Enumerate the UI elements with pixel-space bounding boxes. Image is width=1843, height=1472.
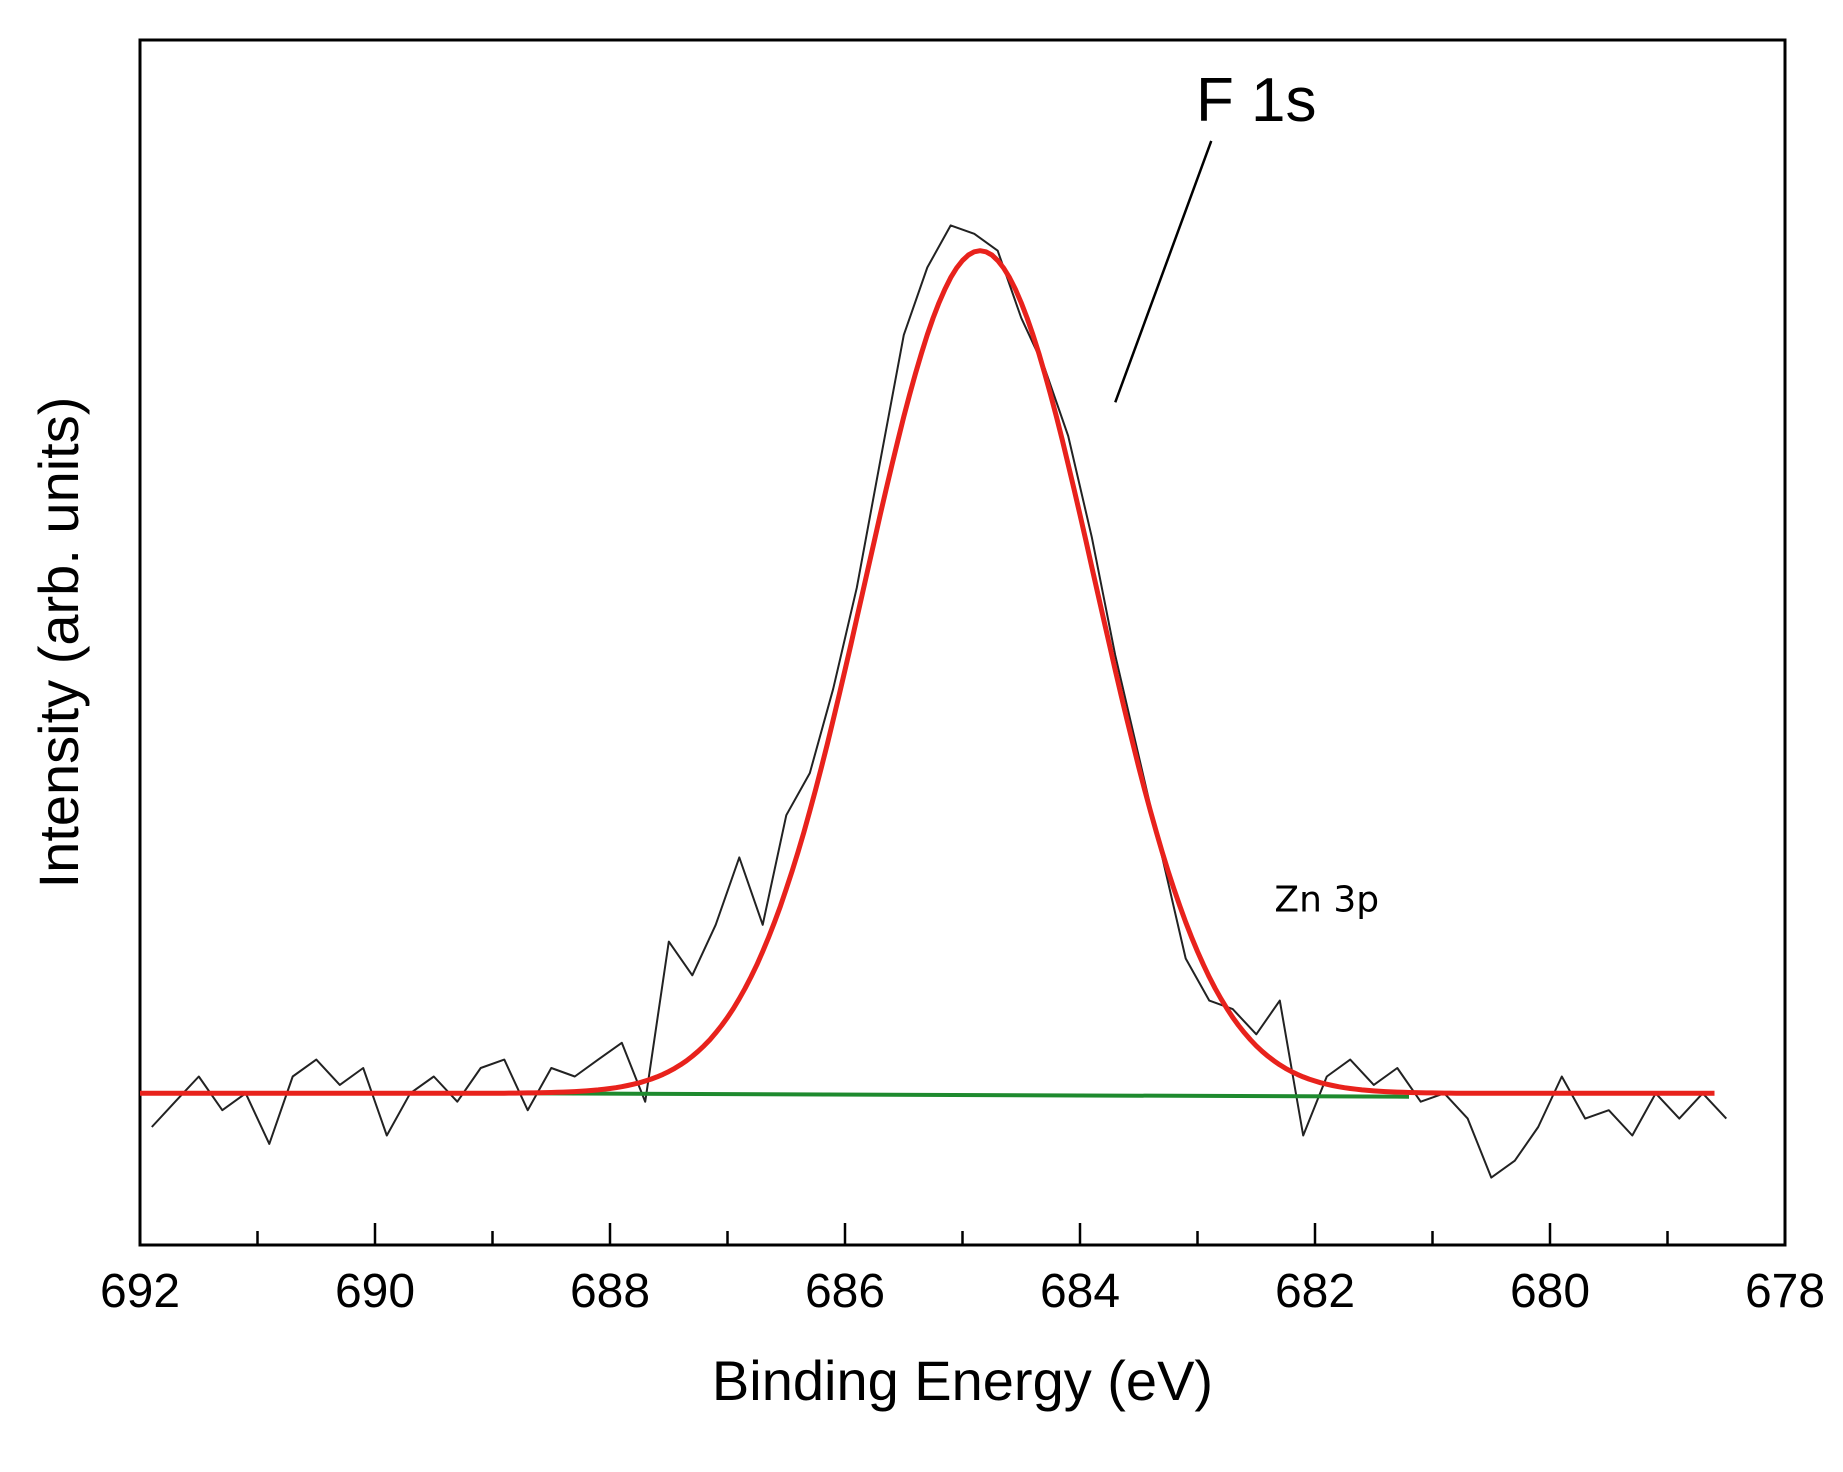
x-axis: 692 690 688 686 684 682 680 678: [100, 1223, 1825, 1318]
plot-area: [138, 38, 1787, 1247]
background-line: [515, 1091, 1410, 1099]
y-axis-title: Intensity (arb. units): [27, 397, 90, 889]
raw-spectrum-line: [151, 224, 1728, 1179]
x-tick-label: 692: [100, 1265, 180, 1318]
series-layer: [140, 224, 1728, 1179]
plot-frame: [138, 38, 1787, 1247]
x-tick-label: 678: [1745, 1265, 1825, 1318]
fit-curve-line: [140, 248, 1715, 1096]
x-tick-label: 682: [1275, 1265, 1355, 1318]
f1s-annotation: F 1s: [1196, 66, 1317, 135]
zn3p-annotation: Zn 3p: [1274, 880, 1379, 921]
x-tick-label: 690: [335, 1265, 415, 1318]
x-tick-label: 686: [805, 1265, 885, 1318]
f1s-pointer-line: [1114, 140, 1213, 403]
x-axis-title: Binding Energy (eV): [712, 1349, 1213, 1412]
x-tick-label: 680: [1510, 1265, 1590, 1318]
x-tick-label: 684: [1040, 1265, 1120, 1318]
x-tick-label: 688: [570, 1265, 650, 1318]
